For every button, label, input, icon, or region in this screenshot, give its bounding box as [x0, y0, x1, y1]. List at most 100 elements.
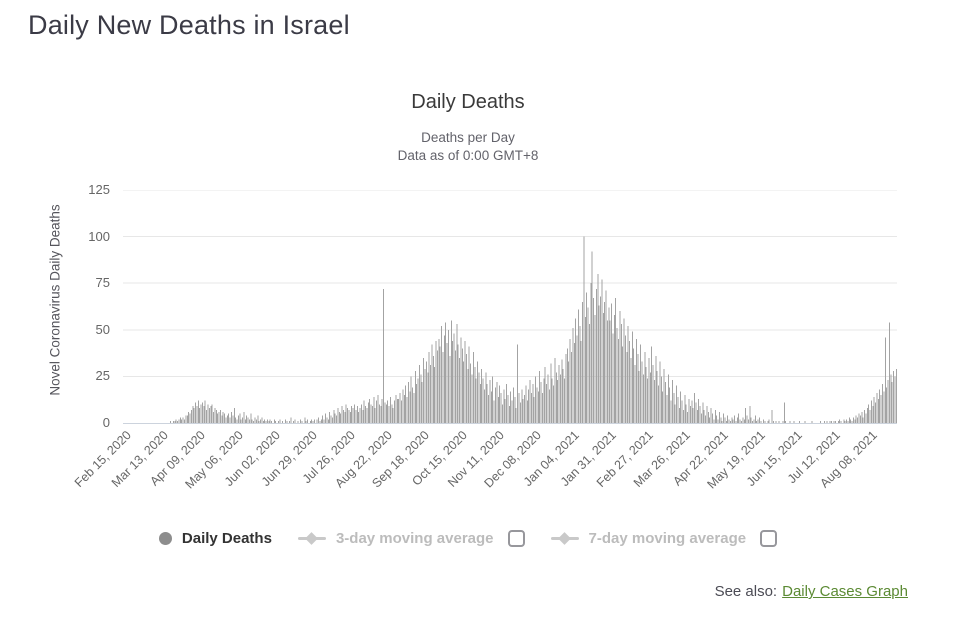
- y-tick-label: 100: [88, 228, 110, 244]
- deaths-bar: [376, 400, 378, 423]
- deaths-bar: [888, 322, 890, 423]
- deaths-bar: [170, 421, 172, 423]
- deaths-bar: [569, 339, 571, 423]
- deaths-bar: [348, 409, 350, 423]
- deaths-bar: [785, 421, 787, 423]
- deaths-bar: [633, 348, 635, 423]
- deaths-bar: [282, 421, 284, 423]
- deaths-bar: [424, 368, 426, 423]
- deaths-bar: [279, 419, 281, 423]
- deaths-bar: [482, 378, 484, 423]
- deaths-bar: [837, 421, 839, 423]
- deaths-bar: [869, 409, 871, 423]
- deaths-bar: [515, 408, 517, 423]
- deaths-bar: [421, 381, 423, 423]
- deaths-bar: [405, 385, 407, 423]
- deaths-bar: [179, 417, 181, 423]
- deaths-bar: [738, 413, 740, 423]
- deaths-bar: [891, 381, 893, 423]
- deaths-bar: [218, 411, 220, 423]
- deaths-bar: [226, 415, 228, 423]
- deaths-bar: [752, 421, 754, 423]
- deaths-bar: [330, 415, 332, 423]
- deaths-bar: [695, 402, 697, 423]
- deaths-bar: [354, 404, 356, 423]
- deaths-bar: [741, 421, 743, 423]
- deaths-bar: [239, 413, 241, 423]
- deaths-bar: [663, 368, 665, 423]
- deaths-bar: [352, 408, 354, 423]
- deaths-bar: [417, 378, 419, 423]
- deaths-bar: [713, 419, 715, 423]
- deaths-bar: [242, 417, 244, 423]
- deaths-bar: [775, 421, 777, 423]
- deaths-bar: [517, 344, 519, 423]
- deaths-bar: [247, 417, 249, 423]
- deaths-bar: [582, 301, 584, 423]
- deaths-bar: [409, 391, 411, 423]
- deaths-bar: [225, 417, 227, 423]
- deaths-bar: [430, 365, 432, 423]
- deaths-bar: [687, 411, 689, 423]
- legend-item-7-day-moving-average[interactable]: 7-day moving average: [550, 530, 778, 547]
- 3-day-moving-average-checkbox[interactable]: [507, 530, 525, 547]
- legend-item-3-day-moving-average[interactable]: 3-day moving average: [297, 530, 525, 547]
- deaths-bar: [481, 368, 483, 423]
- deaths-bar: [771, 409, 773, 423]
- deaths-bar: [358, 411, 360, 423]
- deaths-bar: [548, 389, 550, 423]
- deaths-bar: [685, 404, 687, 423]
- deaths-bar: [373, 396, 375, 423]
- deaths-bar: [172, 421, 174, 423]
- deaths-bar: [213, 411, 215, 423]
- legend-label-7-day-moving-average: 7-day moving average: [588, 530, 747, 547]
- deaths-bar: [284, 419, 286, 423]
- deaths-bar: [489, 380, 491, 423]
- deaths-bar: [508, 406, 510, 423]
- deaths-bar: [573, 342, 575, 423]
- deaths-bar: [731, 417, 733, 423]
- deaths-bar: [626, 352, 628, 423]
- deaths-bar: [591, 251, 593, 423]
- deaths-bar: [478, 372, 480, 423]
- legend-item-daily-deaths[interactable]: Daily Deaths: [158, 530, 272, 547]
- deaths-bar: [313, 419, 315, 423]
- deaths-bar: [868, 404, 870, 423]
- deaths-bar: [324, 413, 326, 423]
- deaths-bar: [445, 322, 447, 423]
- deaths-bar: [584, 316, 586, 423]
- deaths-bar: [890, 374, 892, 423]
- deaths-bar: [699, 406, 701, 423]
- deaths-bar: [305, 421, 307, 423]
- deaths-bar: [539, 370, 541, 423]
- deaths-bar: [200, 404, 202, 423]
- 7-day-moving-average-checkbox[interactable]: [760, 530, 778, 547]
- deaths-bar: [331, 417, 333, 423]
- deaths-bar: [355, 409, 357, 423]
- deaths-bar: [605, 290, 607, 423]
- deaths-bar: [463, 361, 465, 423]
- deaths-bar: [811, 421, 813, 423]
- deaths-bar: [442, 352, 444, 423]
- deaths-bar: [564, 378, 566, 423]
- deaths-bar: [359, 408, 361, 423]
- deaths-bar: [541, 393, 543, 423]
- deaths-bar: [258, 421, 260, 423]
- deaths-bar: [702, 402, 704, 423]
- deaths-bar: [833, 421, 835, 423]
- deaths-bar: [658, 385, 660, 423]
- daily-cases-graph-link[interactable]: Daily Cases Graph: [782, 583, 908, 600]
- deaths-bar: [866, 408, 868, 423]
- deaths-bar: [401, 400, 402, 423]
- deaths-bar: [410, 376, 412, 423]
- deaths-bar: [412, 387, 414, 423]
- deaths-bar: [660, 376, 662, 423]
- deaths-bar: [606, 320, 608, 423]
- deaths-bar: [449, 355, 451, 423]
- deaths-bar: [312, 421, 314, 423]
- deaths-bar: [535, 376, 537, 423]
- deaths-bar: [224, 413, 226, 423]
- deaths-bar: [334, 413, 336, 423]
- deaths-bar: [692, 408, 694, 423]
- deaths-bar: [707, 411, 709, 423]
